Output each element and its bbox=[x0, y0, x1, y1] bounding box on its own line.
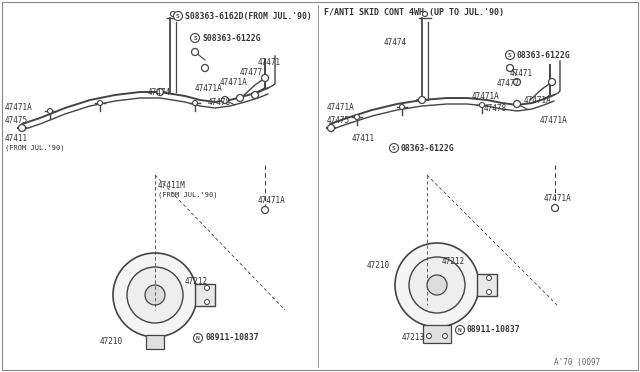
Text: S: S bbox=[176, 13, 180, 19]
Circle shape bbox=[19, 125, 26, 131]
Text: 47471: 47471 bbox=[258, 58, 281, 67]
Circle shape bbox=[486, 276, 492, 280]
Circle shape bbox=[191, 33, 200, 42]
Text: F/ANTI SKID CONT 4WH (UP TO JUL.'90): F/ANTI SKID CONT 4WH (UP TO JUL.'90) bbox=[324, 7, 504, 16]
Text: S: S bbox=[392, 145, 396, 151]
Text: S: S bbox=[508, 52, 512, 58]
Circle shape bbox=[506, 64, 513, 71]
Text: 47411M: 47411M bbox=[158, 180, 186, 189]
Circle shape bbox=[426, 334, 431, 339]
Text: 47212: 47212 bbox=[185, 278, 208, 286]
Circle shape bbox=[47, 109, 52, 113]
Text: 47471A: 47471A bbox=[327, 103, 355, 112]
Text: 47471: 47471 bbox=[510, 68, 533, 77]
Circle shape bbox=[202, 64, 209, 71]
Circle shape bbox=[390, 144, 399, 153]
Text: 47474: 47474 bbox=[148, 87, 171, 96]
Circle shape bbox=[419, 96, 426, 103]
FancyBboxPatch shape bbox=[195, 284, 215, 306]
Text: 47477: 47477 bbox=[240, 67, 263, 77]
Text: (FROM JUL.'90): (FROM JUL.'90) bbox=[5, 145, 65, 151]
Circle shape bbox=[252, 92, 259, 99]
FancyBboxPatch shape bbox=[423, 325, 451, 343]
Circle shape bbox=[170, 12, 175, 16]
Text: 47471A: 47471A bbox=[524, 96, 552, 105]
Text: 47471A: 47471A bbox=[544, 193, 572, 202]
Text: 47471A: 47471A bbox=[220, 77, 248, 87]
Text: 47471A: 47471A bbox=[258, 196, 285, 205]
Circle shape bbox=[157, 89, 163, 96]
FancyBboxPatch shape bbox=[146, 335, 164, 349]
Circle shape bbox=[205, 285, 209, 291]
Text: 47471A: 47471A bbox=[195, 83, 223, 93]
Text: N: N bbox=[196, 336, 200, 340]
Circle shape bbox=[513, 100, 520, 108]
Circle shape bbox=[456, 326, 465, 334]
Circle shape bbox=[205, 299, 209, 305]
Text: 47213: 47213 bbox=[402, 334, 425, 343]
Text: 47478: 47478 bbox=[484, 103, 507, 112]
Text: 47212: 47212 bbox=[442, 257, 465, 266]
Text: 47210: 47210 bbox=[367, 260, 390, 269]
Text: 47411: 47411 bbox=[352, 134, 375, 142]
Text: 47477: 47477 bbox=[497, 78, 520, 87]
Circle shape bbox=[409, 257, 465, 313]
Text: S08363-6122G: S08363-6122G bbox=[202, 33, 260, 42]
Circle shape bbox=[427, 275, 447, 295]
Circle shape bbox=[237, 94, 243, 102]
Text: (FROM JUL.'90): (FROM JUL.'90) bbox=[158, 192, 218, 198]
Text: 47471A: 47471A bbox=[540, 115, 568, 125]
Circle shape bbox=[513, 78, 520, 86]
Text: 47475: 47475 bbox=[5, 115, 28, 125]
Text: A'70 (0097: A'70 (0097 bbox=[554, 357, 600, 366]
Circle shape bbox=[127, 267, 183, 323]
Circle shape bbox=[262, 206, 269, 214]
Circle shape bbox=[548, 78, 556, 86]
Text: 08911-10837: 08911-10837 bbox=[467, 326, 520, 334]
Text: 47471A: 47471A bbox=[5, 103, 33, 112]
Circle shape bbox=[395, 243, 479, 327]
Circle shape bbox=[486, 289, 492, 295]
Text: S: S bbox=[193, 35, 197, 41]
Circle shape bbox=[506, 51, 515, 60]
Text: S08363-6162D(FROM JUL.'90): S08363-6162D(FROM JUL.'90) bbox=[185, 12, 312, 20]
Circle shape bbox=[97, 100, 102, 106]
Circle shape bbox=[422, 12, 428, 16]
Circle shape bbox=[262, 74, 269, 81]
Circle shape bbox=[328, 125, 335, 131]
Circle shape bbox=[193, 334, 202, 343]
Text: 47475: 47475 bbox=[327, 115, 350, 125]
Text: 08363-6122G: 08363-6122G bbox=[401, 144, 454, 153]
Circle shape bbox=[193, 100, 198, 106]
Circle shape bbox=[113, 253, 197, 337]
Circle shape bbox=[442, 334, 447, 339]
Circle shape bbox=[221, 96, 228, 103]
Circle shape bbox=[173, 12, 182, 20]
Text: 47210: 47210 bbox=[100, 337, 123, 346]
Circle shape bbox=[399, 105, 404, 109]
Circle shape bbox=[479, 103, 484, 108]
Text: 47471A: 47471A bbox=[472, 92, 500, 100]
Text: N: N bbox=[458, 327, 462, 333]
Text: 47411: 47411 bbox=[5, 134, 28, 142]
Circle shape bbox=[552, 205, 559, 212]
Circle shape bbox=[355, 115, 360, 119]
Circle shape bbox=[145, 285, 165, 305]
Text: 08911-10837: 08911-10837 bbox=[205, 334, 259, 343]
Text: 47474: 47474 bbox=[384, 38, 407, 46]
Circle shape bbox=[191, 48, 198, 55]
Text: 47478: 47478 bbox=[208, 97, 231, 106]
Text: 08363-6122G: 08363-6122G bbox=[517, 51, 571, 60]
FancyBboxPatch shape bbox=[477, 274, 497, 296]
